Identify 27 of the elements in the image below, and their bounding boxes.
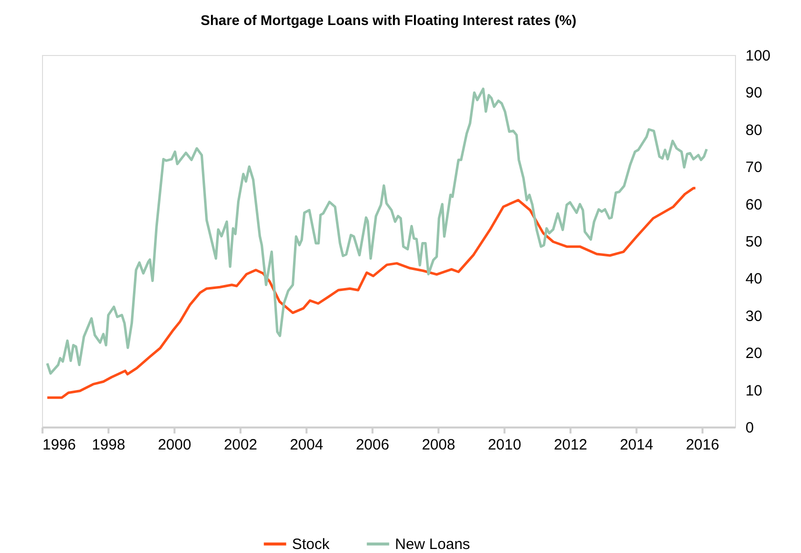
y-tick-label: 10 (746, 382, 762, 400)
y-tick-label: 20 (746, 345, 762, 362)
x-tick-label: 2006 (356, 436, 390, 454)
line-series (46, 186, 697, 399)
x-tick-label: 2008 (422, 436, 456, 454)
y-tick-label: 30 (746, 308, 762, 325)
x-tick-label: 2002 (224, 436, 258, 454)
x-tick-label: 2010 (488, 436, 522, 454)
y-tick-label: 90 (746, 84, 762, 102)
legend-label: Stock (292, 536, 330, 553)
y-tick-label: 80 (746, 122, 762, 139)
y-tick-label: 50 (746, 234, 762, 250)
y-tick-label: 100 (746, 48, 771, 64)
y-tick-label: 60 (746, 196, 762, 214)
line-series (46, 88, 708, 375)
y-tick-label: 70 (746, 159, 762, 176)
y-tick-label: 40 (746, 270, 762, 288)
x-tick-label: 2012 (554, 436, 588, 454)
x-tick-label: 1996 (42, 436, 76, 454)
legend-label: New Loans (395, 536, 470, 553)
x-tick-label: 2014 (620, 436, 654, 454)
x-tick-label: 2016 (686, 436, 720, 454)
chart-title: Share of Mortgage Loans with Floating Interest rates (%) (200, 12, 576, 28)
y-tick-label: 0 (746, 420, 754, 436)
x-tick-label: 1998 (92, 436, 126, 454)
x-tick-label: 2004 (290, 436, 324, 454)
x-tick-label: 2000 (158, 436, 192, 454)
